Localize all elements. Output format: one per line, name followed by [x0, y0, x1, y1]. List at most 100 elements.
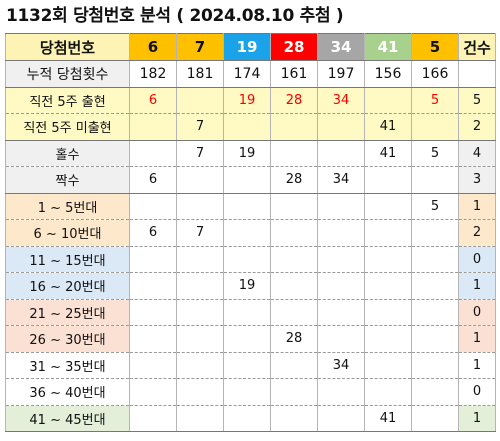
table-cell: [176, 87, 224, 114]
count-cell: 0: [458, 378, 496, 406]
table-cell: [176, 272, 224, 300]
table-cell: [270, 405, 318, 432]
table-cell: [364, 325, 412, 353]
table-cell: [223, 352, 271, 379]
row-label: 1 ~ 5번대: [5, 193, 130, 220]
row-label: 36 ~ 40번대: [5, 378, 130, 406]
table-cell: [223, 405, 271, 432]
table-cell: [270, 299, 318, 326]
row-label: 누적 당첨횟수: [5, 60, 130, 88]
row-label: 직전 5주 미출현: [5, 113, 130, 141]
count-cell: 1: [458, 193, 496, 220]
table-row: 6 ~ 10번대 6 7 2: [5, 219, 496, 247]
table-cell: 174: [223, 60, 271, 88]
row-label: 21 ~ 25번대: [5, 299, 130, 326]
count-cell: [458, 60, 496, 88]
table-cell: [364, 219, 412, 247]
header-label: 당첨번호: [5, 33, 130, 61]
table-cell: 161: [270, 60, 318, 88]
table-cell: [317, 113, 365, 141]
table-cell: 28: [270, 325, 318, 353]
table-row: 16 ~ 20번대 19 1: [5, 272, 496, 300]
table-cell: [176, 193, 224, 220]
table-cell: [411, 299, 459, 326]
row-label: 6 ~ 10번대: [5, 219, 130, 247]
row-label: 16 ~ 20번대: [5, 272, 130, 300]
table-cell: 5: [411, 87, 459, 114]
table-cell: [129, 246, 177, 273]
table-cell: [317, 299, 365, 326]
count-cell: 1: [458, 405, 496, 432]
table-cell: 41: [364, 113, 412, 141]
table-row: 21 ~ 25번대 0: [5, 299, 496, 326]
table-cell: [411, 352, 459, 379]
table-cell: 28: [270, 87, 318, 114]
table-cell: [129, 325, 177, 353]
table-cell: [176, 325, 224, 353]
table-cell: [411, 272, 459, 300]
table-cell: [411, 113, 459, 141]
winning-number-4: 28: [270, 33, 318, 61]
count-cell: 4: [458, 140, 496, 167]
table-row: 26 ~ 30번대 28 1: [5, 325, 496, 353]
table-cell: 156: [364, 60, 412, 88]
table-cell: [270, 246, 318, 273]
table-cell: [176, 166, 224, 194]
table-cell: 41: [364, 405, 412, 432]
table-cell: [223, 219, 271, 247]
table-cell: 182: [129, 60, 177, 88]
row-label: 직전 5주 출현: [5, 87, 130, 114]
table-cell: [411, 219, 459, 247]
count-cell: 1: [458, 325, 496, 353]
table-cell: [364, 166, 412, 194]
table-cell: [270, 193, 318, 220]
row-label: 11 ~ 15번대: [5, 246, 130, 273]
count-cell: 1: [458, 352, 496, 379]
table-cell: [176, 299, 224, 326]
table-cell: [270, 352, 318, 379]
table-cell: 181: [176, 60, 224, 88]
bonus-number: 5: [411, 33, 459, 61]
table-cell: [223, 325, 271, 353]
row-label: 짝수: [5, 166, 130, 194]
header-count-label: 건수: [458, 33, 496, 61]
table-cell: [317, 246, 365, 273]
table-cell: [223, 193, 271, 220]
table-cell: [270, 113, 318, 141]
table-cell: 6: [129, 166, 177, 194]
count-cell: 0: [458, 299, 496, 326]
count-cell: 3: [458, 166, 496, 194]
count-cell: 5: [458, 87, 496, 114]
table-cell: [411, 405, 459, 432]
table-row: 직전 5주 출현 6 19 28 34 5 5: [5, 87, 496, 114]
table-cell: [364, 272, 412, 300]
table-row: 짝수 6 28 34 3: [5, 166, 496, 194]
table-cell: [129, 140, 177, 167]
row-label: 홀수: [5, 140, 130, 167]
table-cell: 6: [129, 219, 177, 247]
table-cell: [317, 193, 365, 220]
table-cell: [270, 378, 318, 406]
winning-number-3: 19: [223, 33, 271, 61]
table-row: 11 ~ 15번대 0: [5, 246, 496, 273]
table-cell: [317, 325, 365, 353]
count-cell: 2: [458, 113, 496, 141]
table-row: 1 ~ 5번대 5 1: [5, 193, 496, 220]
table-cell: [364, 352, 412, 379]
table-cell: [364, 378, 412, 406]
table-cell: [317, 219, 365, 247]
table-cell: [223, 299, 271, 326]
table-cell: [129, 405, 177, 432]
table-cell: 5: [411, 193, 459, 220]
table-cell: [176, 246, 224, 273]
table-cell: [270, 219, 318, 247]
table-cell: 166: [411, 60, 459, 88]
table-cell: [129, 113, 177, 141]
table-cell: [364, 87, 412, 114]
page-title: 1132회 당첨번호 분석 ( 2024.08.10 추첨 ): [6, 6, 344, 26]
table-row: 31 ~ 35번대 34 1: [5, 352, 496, 379]
winning-number-6: 41: [364, 33, 412, 61]
table-cell: [176, 352, 224, 379]
table-cell: 5: [411, 140, 459, 167]
table-cell: 19: [223, 272, 271, 300]
